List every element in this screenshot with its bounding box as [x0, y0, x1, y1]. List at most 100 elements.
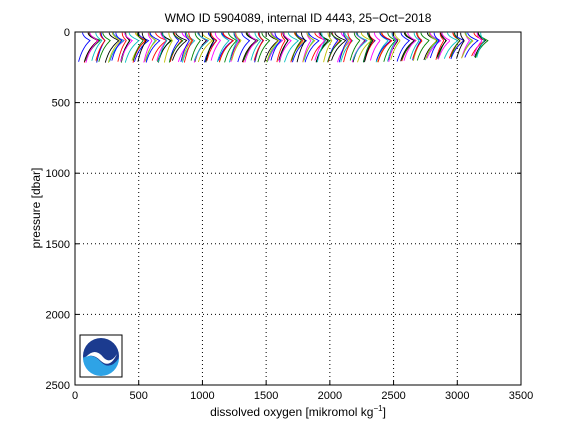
oxygen-profile-line	[133, 32, 150, 62]
oxygen-profile-line	[450, 32, 461, 58]
oxygen-profile-line	[409, 32, 420, 60]
oxygen-profile-line	[183, 32, 194, 63]
x-tick-label: 2500	[381, 390, 405, 402]
oxygen-profile-line	[117, 32, 127, 62]
x-axis-label-close: ]	[383, 405, 386, 419]
oxygen-profile-line	[250, 32, 262, 61]
oxygen-profile-line	[241, 32, 258, 63]
oxygen-profile-line	[357, 32, 372, 63]
oxygen-profile-line	[210, 32, 221, 61]
oxygen-profile-line	[205, 32, 215, 63]
oxygen-profile-line	[310, 32, 327, 61]
oxygen-profile-line	[362, 32, 373, 63]
oxygen-profile-line	[157, 32, 168, 62]
oxygen-profile-line	[403, 32, 417, 61]
oxygen-profile-line	[218, 32, 234, 61]
oxygen-profile-line	[190, 32, 201, 61]
oxygen-profile-line	[230, 32, 240, 63]
y-tick-label: 2500	[46, 380, 70, 392]
oxygen-profile-line	[266, 32, 282, 63]
oxygen-profile-line	[412, 32, 423, 59]
oxygen-profile-line	[95, 32, 106, 61]
oxygen-profile-line	[145, 32, 161, 63]
oxygen-profile-line	[425, 32, 437, 60]
oxygen-profile-line	[253, 32, 265, 61]
oxygen-profile-line	[426, 32, 442, 59]
oxygen-profile-line	[349, 32, 361, 61]
oxygen-profile-line	[331, 32, 347, 61]
oxygen-profile-line	[323, 32, 333, 63]
x-axis-label: dissolved oxygen [mikromol kg−1]	[210, 404, 386, 419]
noaa-logo-bird	[86, 352, 117, 364]
oxygen-profile-line	[456, 32, 465, 59]
oxygen-profile-line	[302, 32, 312, 63]
oxygen-profile-line	[436, 32, 447, 58]
oxygen-profile-line	[316, 32, 327, 63]
oxygen-profile-line	[132, 32, 144, 61]
x-axis-label-exponent: −1	[373, 404, 383, 413]
y-axis-label: pressure [dbar]	[29, 168, 43, 249]
oxygen-profiles	[78, 32, 489, 63]
y-tick-label: 500	[52, 98, 70, 110]
oxygen-profile-line	[78, 32, 91, 62]
oxygen-profile-line	[244, 32, 258, 63]
oxygen-profile-line	[85, 32, 99, 63]
y-tick-label: 0	[64, 27, 70, 39]
x-axis-label-main: dissolved oxygen [mikromol kg	[210, 405, 373, 419]
plot-frame	[74, 31, 522, 386]
oxygen-profile-line	[224, 32, 238, 63]
oxygen-profile-line	[218, 32, 235, 63]
oxygen-profile-line	[276, 32, 286, 63]
oxygen-profile-line	[461, 32, 474, 59]
oxygen-profile-line	[390, 32, 401, 60]
oxygen-profile-line	[352, 32, 368, 61]
oxygen-profile-line	[304, 32, 320, 63]
oxygen-profile-line	[291, 32, 308, 63]
oxygen-profile-line	[396, 32, 411, 62]
oxygen-profile-line	[401, 32, 416, 60]
oxygen-profile-line	[181, 32, 193, 61]
x-tick-label: 1000	[190, 390, 214, 402]
oxygen-profile-line	[104, 32, 120, 63]
oxygen-profile-line	[206, 32, 218, 61]
oxygen-profile-line	[231, 32, 242, 61]
axis-ticks	[74, 31, 522, 386]
oxygen-profile-line	[91, 32, 103, 61]
x-tick-label: 0	[72, 390, 78, 402]
oxygen-profile-line	[343, 32, 353, 63]
oxygen-profile-line	[464, 32, 479, 58]
noaa-logo	[79, 334, 123, 378]
x-tick-label: 3000	[445, 390, 469, 402]
oxygen-profile-line	[163, 32, 173, 63]
x-tick-label: 2000	[318, 390, 342, 402]
oxygen-profile-line	[168, 32, 184, 63]
oxygen-profile-line	[264, 32, 279, 63]
oxygen-profile-line	[327, 32, 343, 63]
oxygen-profile-line	[435, 32, 445, 60]
oxygen-profile-line	[416, 32, 430, 61]
x-tick-label: 500	[130, 390, 148, 402]
tick-labels: 0 500 1000 1500 2000 2500 3000 3500 0 500 1000 1500…	[46, 27, 534, 402]
oxygen-profile-line	[473, 32, 483, 56]
y-tick-label: 2000	[46, 309, 70, 321]
oxygen-profile-line	[228, 32, 239, 63]
oxygen-profile-line	[429, 32, 440, 59]
y-tick-label: 1500	[46, 239, 70, 251]
oxygen-profile-line	[387, 32, 397, 62]
oxygen-profile-line	[237, 32, 251, 63]
oxygen-profile-line	[107, 32, 122, 63]
oxygen-profile-line	[144, 32, 158, 62]
oxygen-profile-line	[314, 32, 325, 61]
oxygen-profile-line	[364, 32, 374, 63]
oxygen-profile-line	[98, 32, 111, 62]
oxygen-profile-line	[193, 32, 210, 61]
oxygen-profile-line	[124, 32, 140, 63]
oxygen-profile-line	[471, 32, 485, 57]
oxygen-profile-line	[83, 32, 100, 62]
oxygen-profile-line	[216, 32, 230, 63]
oxygen-profile-line	[156, 32, 168, 61]
oxygen-profile-line	[96, 32, 106, 63]
oxygen-profile-line	[111, 32, 123, 61]
y-tick-label: 1000	[46, 168, 70, 180]
